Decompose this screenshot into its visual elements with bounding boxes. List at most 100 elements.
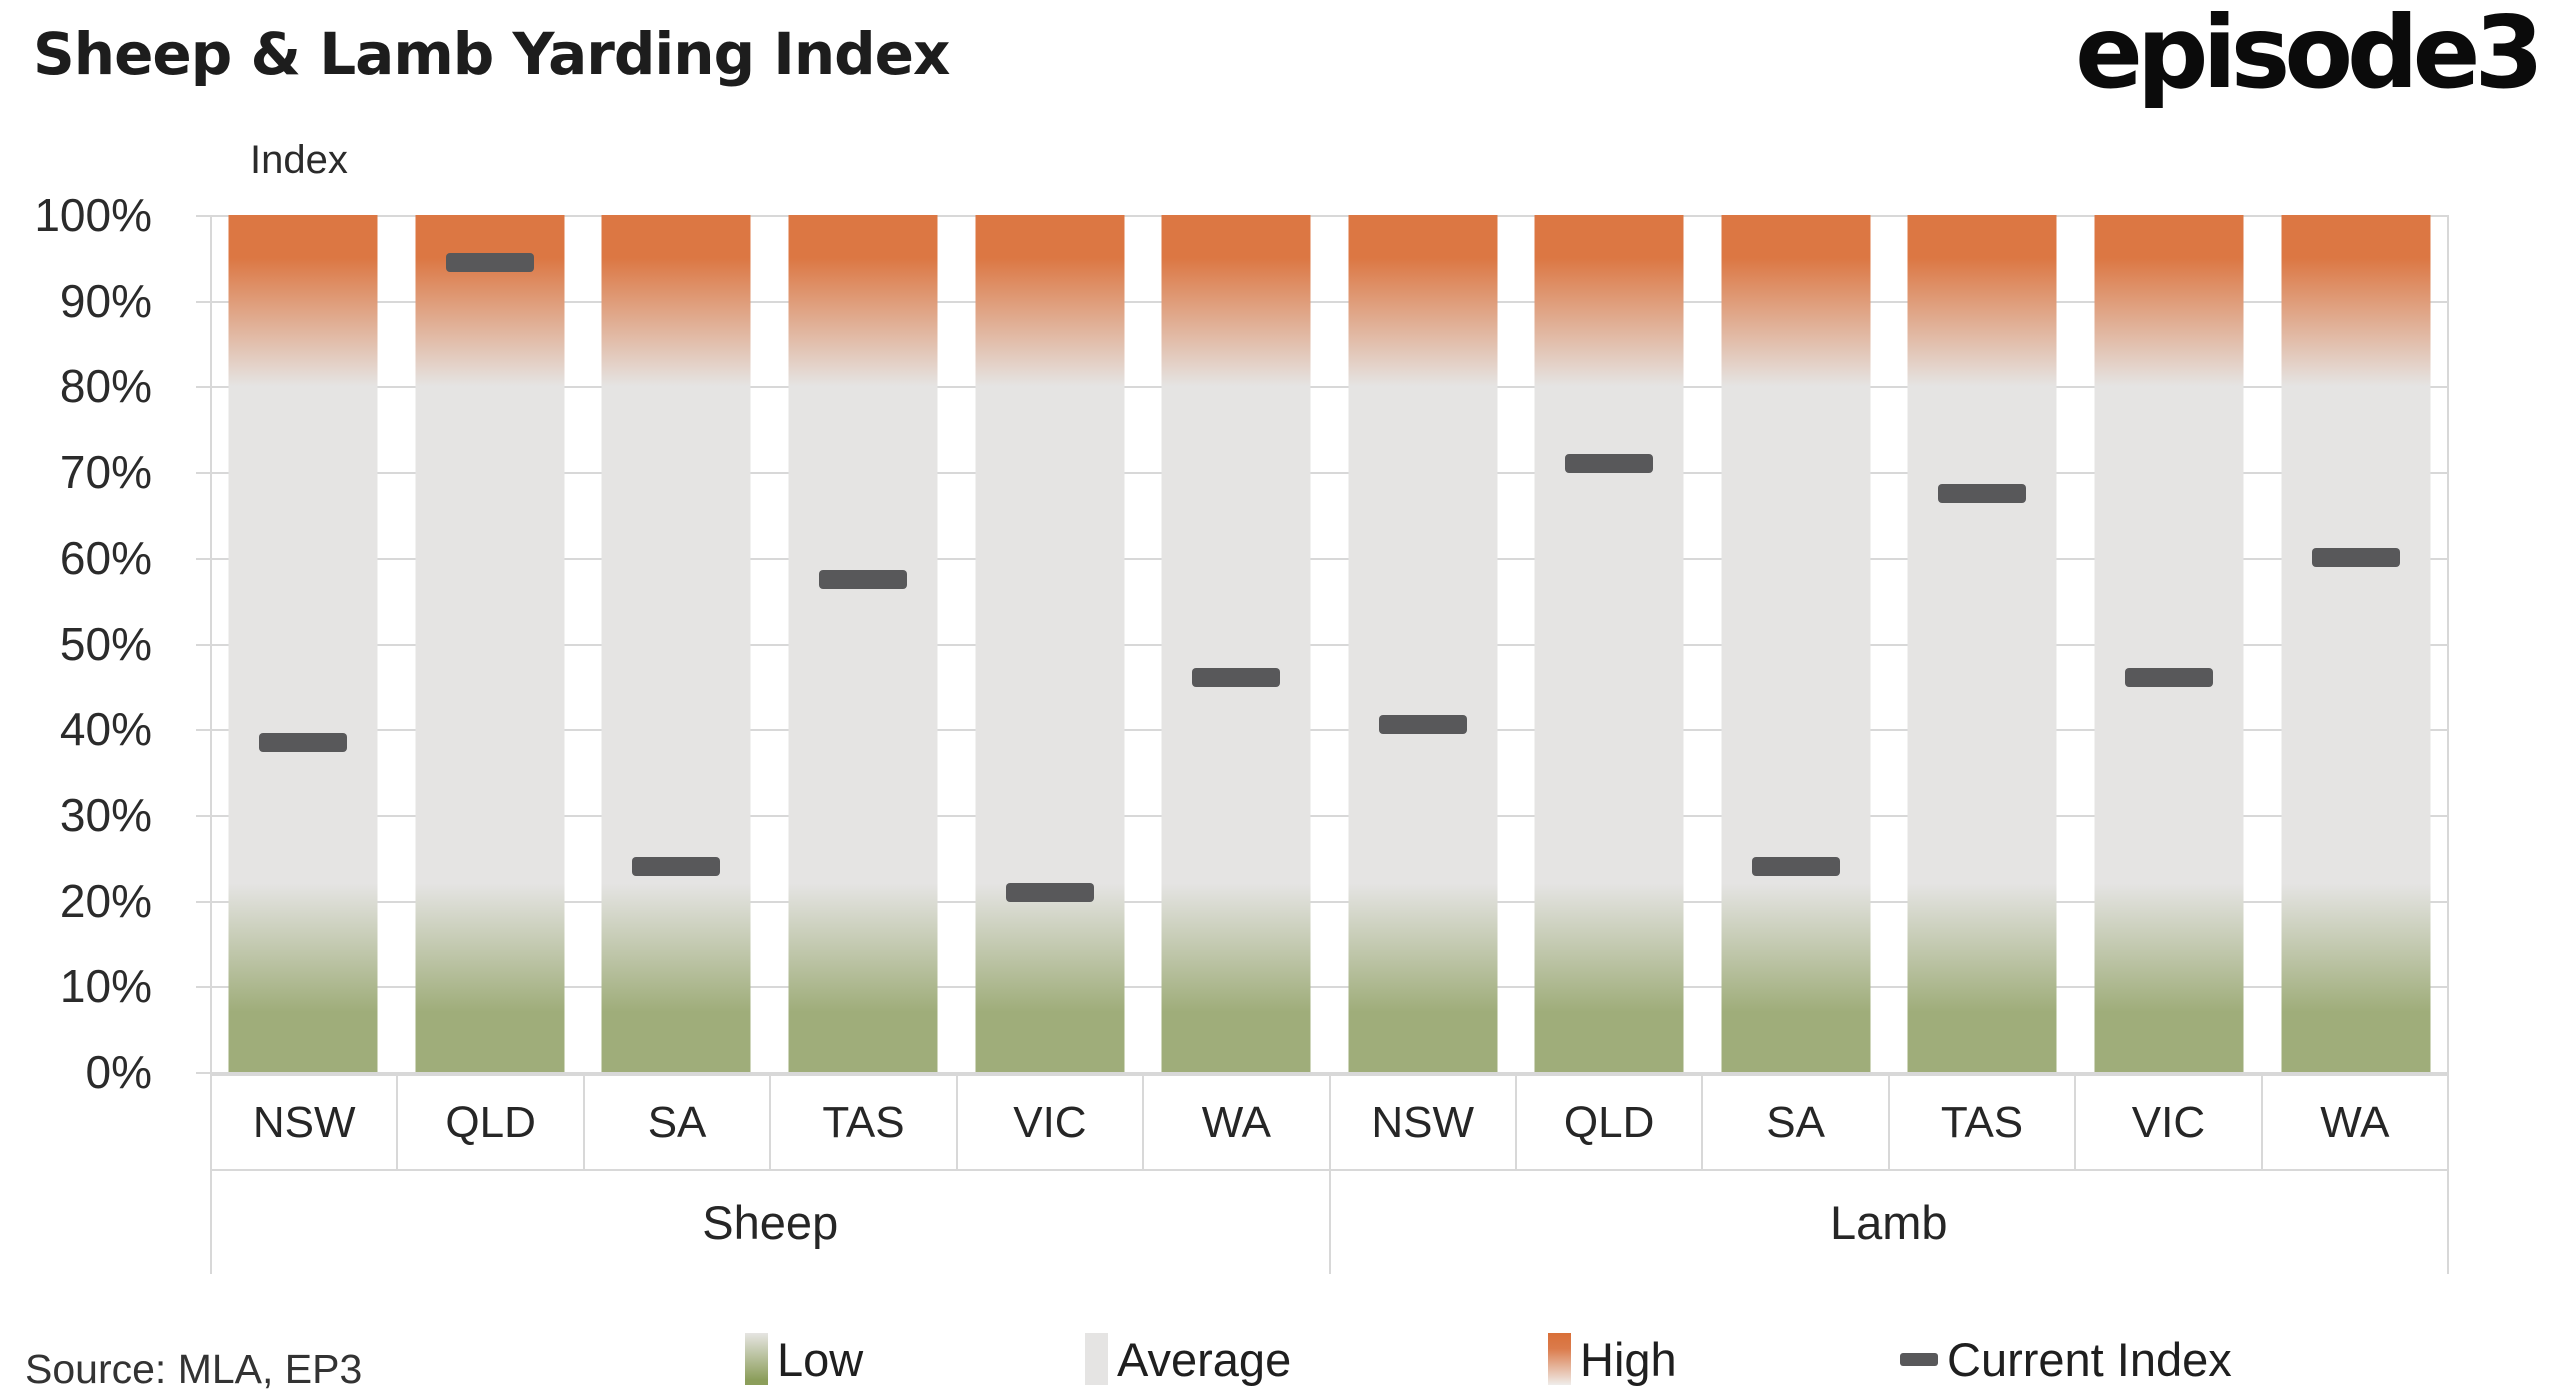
y-tick-label: 30% xyxy=(59,789,152,841)
current-index-marker xyxy=(445,252,534,272)
gridline xyxy=(210,558,2449,560)
gridline xyxy=(210,301,2449,303)
gridline xyxy=(210,986,2449,988)
y-tick-label: 100% xyxy=(34,189,152,241)
range-bar xyxy=(1534,215,1684,1072)
x-tick-label-lamb-tas: TAS xyxy=(1890,1076,2077,1169)
y-axis-tick xyxy=(196,558,210,560)
range-bar xyxy=(601,215,751,1072)
current-index-marker xyxy=(632,856,721,876)
y-axis-tick xyxy=(196,644,210,646)
y-axis-tick xyxy=(196,729,210,731)
x-tick-label-lamb-sa: SA xyxy=(1703,1076,1890,1169)
current-index-marker xyxy=(1378,715,1467,735)
plot-area xyxy=(196,215,2449,1074)
y-tick-label: 50% xyxy=(59,618,152,670)
legend-item-current-index: Current Index xyxy=(1900,1328,2232,1390)
bar-cell-sheep-nsw xyxy=(210,215,397,1072)
gridline xyxy=(210,815,2449,817)
legend-label-average: Average xyxy=(1117,1332,1292,1386)
range-bar xyxy=(1721,215,1871,1072)
current-index-marker xyxy=(1565,454,1654,474)
y-axis-tick xyxy=(196,815,210,817)
current-index-marker xyxy=(1192,668,1281,688)
current-index-dash-icon xyxy=(1900,1352,1938,1366)
y-axis-tick xyxy=(196,301,210,303)
bar-cell-sheep-qld xyxy=(397,215,584,1072)
bar-cell-sheep-vic xyxy=(956,215,1143,1072)
y-tick-label: 20% xyxy=(59,875,152,927)
y-axis-tick xyxy=(196,901,210,903)
x-axis-category-row: NSW QLD SA TAS VIC WA NSW QLD SA TAS VIC WA xyxy=(210,1074,2450,1171)
x-tick-label-sheep-qld: QLD xyxy=(398,1076,585,1169)
legend-label-current-index: Current Index xyxy=(1947,1332,2232,1386)
x-tick-label-lamb-qld: QLD xyxy=(1517,1076,1704,1169)
bar-cell-lamb-wa xyxy=(2262,215,2449,1072)
range-bar xyxy=(1907,215,2057,1072)
bars-container xyxy=(210,215,2449,1072)
y-axis-title: Index xyxy=(250,138,348,182)
y-tick-label: 90% xyxy=(59,275,152,327)
x-tick-label-sheep-vic: VIC xyxy=(958,1076,1145,1169)
average-swatch-icon xyxy=(1085,1333,1108,1385)
current-index-marker xyxy=(1005,882,1094,902)
y-tick-label: 80% xyxy=(59,360,152,412)
y-axis-tick xyxy=(196,986,210,988)
y-axis-tick xyxy=(196,1072,210,1074)
legend-item-high: High xyxy=(1548,1328,1677,1390)
legend-label-high: High xyxy=(1580,1332,1677,1386)
source-note: Source: MLA, EP3 xyxy=(25,1346,363,1392)
y-axis-tick-labels: 100% 90% 80% 70% 60% 50% 40% 30% 20% 10% 0% xyxy=(0,189,158,1098)
low-swatch-icon xyxy=(745,1333,768,1385)
bar-cell-sheep-tas xyxy=(770,215,957,1072)
gridline xyxy=(210,215,2449,217)
y-axis-tick xyxy=(196,472,210,474)
bar-cell-lamb-nsw xyxy=(1329,215,1516,1072)
bar-cell-sheep-wa xyxy=(1143,215,1330,1072)
gridline xyxy=(210,729,2449,731)
range-bar xyxy=(788,215,938,1072)
x-axis-group-row: Sheep Lamb xyxy=(210,1171,2449,1274)
y-tick-label: 60% xyxy=(59,532,152,584)
bar-cell-sheep-sa xyxy=(583,215,770,1072)
range-bar xyxy=(1161,215,1311,1072)
x-tick-label-sheep-nsw: NSW xyxy=(210,1076,399,1169)
group-label-sheep: Sheep xyxy=(210,1171,1331,1274)
bar-cell-lamb-sa xyxy=(1703,215,1890,1072)
high-swatch-icon xyxy=(1548,1333,1571,1385)
range-bar xyxy=(2281,215,2431,1072)
gridline xyxy=(210,644,2449,646)
x-tick-label-sheep-sa: SA xyxy=(585,1076,772,1169)
episode3-logo: episode3 xyxy=(2075,0,2544,111)
legend-item-average: Average xyxy=(1085,1328,1291,1390)
y-tick-label: 70% xyxy=(59,446,152,498)
x-tick-label-lamb-vic: VIC xyxy=(2076,1076,2263,1169)
x-tick-label-sheep-wa: WA xyxy=(1144,1076,1331,1169)
gridline xyxy=(210,1072,2449,1074)
bar-cell-lamb-tas xyxy=(1889,215,2076,1072)
y-axis-tick xyxy=(196,215,210,217)
chart-title: Sheep & Lamb Yarding Index xyxy=(33,20,950,88)
x-tick-label-sheep-tas: TAS xyxy=(771,1076,958,1169)
current-index-marker xyxy=(259,732,348,752)
gridline xyxy=(210,472,2449,474)
gridline xyxy=(210,901,2449,903)
y-axis-tick xyxy=(196,386,210,388)
y-tick-label: 0% xyxy=(85,1046,152,1098)
range-bar xyxy=(2094,215,2244,1072)
legend-label-low: Low xyxy=(777,1332,864,1386)
group-label-lamb: Lamb xyxy=(1331,1171,2449,1274)
range-bar xyxy=(228,215,378,1072)
range-bar xyxy=(415,215,565,1072)
plot-right-border xyxy=(2447,215,2449,1072)
range-bar xyxy=(1348,215,1498,1072)
current-index-marker xyxy=(819,569,908,589)
current-index-marker xyxy=(1938,484,2027,504)
bar-cell-lamb-vic xyxy=(2076,215,2263,1072)
y-axis-line xyxy=(210,215,212,1072)
legend-item-low: Low xyxy=(745,1328,863,1390)
y-tick-label: 40% xyxy=(59,703,152,755)
y-tick-label: 10% xyxy=(59,960,152,1012)
gridline xyxy=(210,386,2449,388)
